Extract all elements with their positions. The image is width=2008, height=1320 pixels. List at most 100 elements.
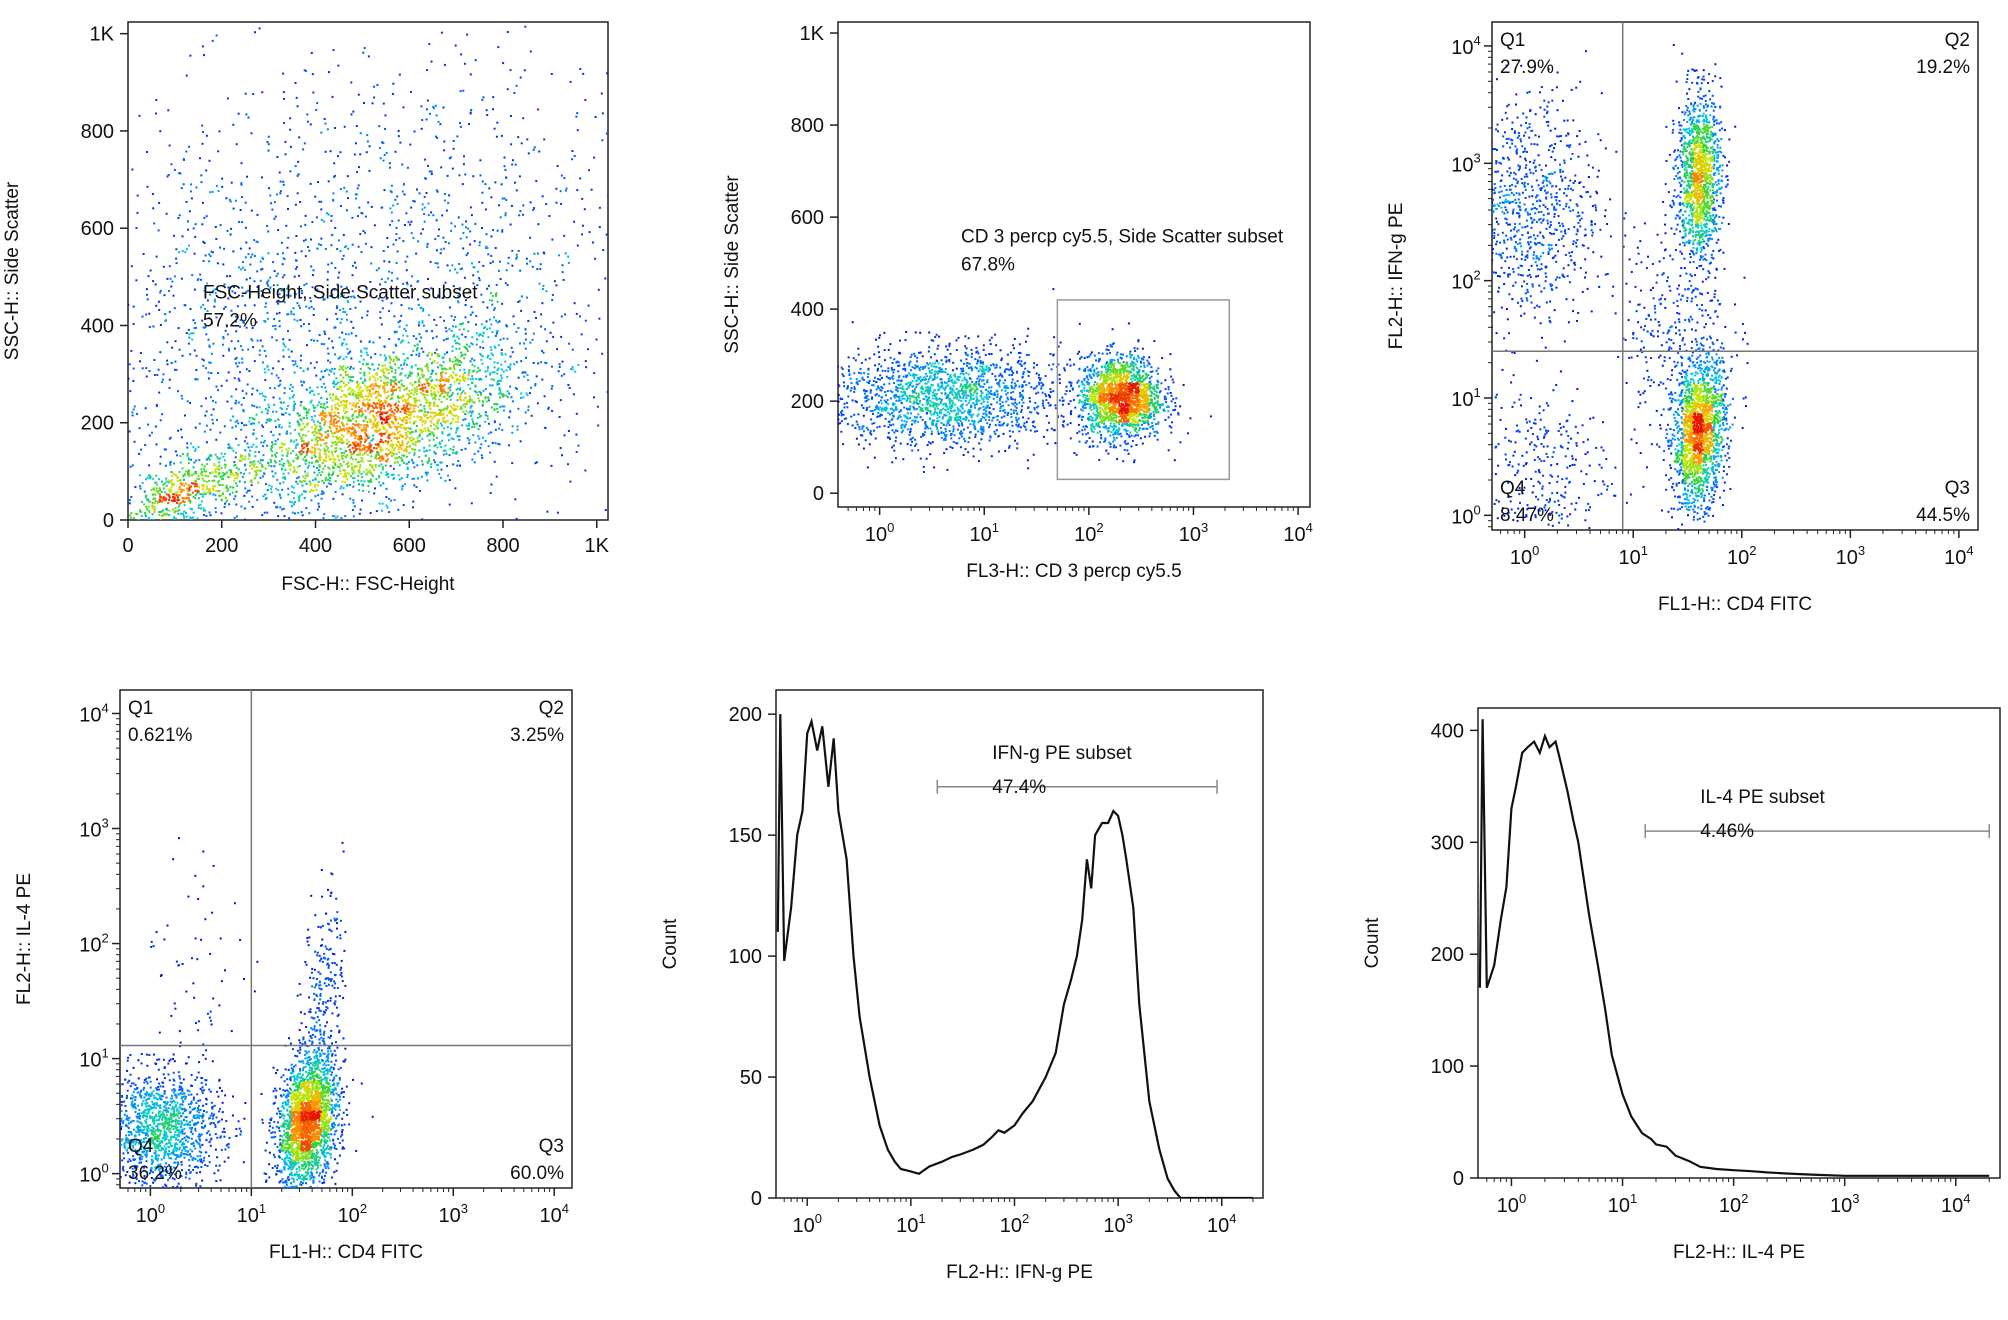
event-dot	[480, 293, 483, 296]
event-dot	[246, 553, 248, 555]
event-dot	[336, 407, 339, 410]
event-dot	[487, 396, 489, 399]
event-dot	[394, 198, 397, 201]
event-dot	[444, 407, 447, 410]
event-dot	[187, 228, 190, 231]
event-dot	[391, 446, 394, 449]
event-dot	[226, 275, 229, 278]
event-dot	[421, 208, 424, 211]
event-dot	[66, 198, 68, 200]
event-dot	[405, 455, 408, 458]
event-dot	[282, 288, 285, 290]
event-dot	[278, 325, 281, 328]
event-dot	[320, 427, 323, 430]
event-dot	[251, 327, 254, 329]
event-dot	[213, 300, 216, 303]
event-dot	[178, 488, 181, 491]
event-dot	[269, 458, 272, 461]
event-dot	[181, 453, 184, 455]
event-dot	[333, 419, 336, 421]
event-dot	[409, 413, 412, 416]
event-dot	[546, 510, 549, 513]
event-dot	[351, 415, 354, 417]
event-dot	[551, 238, 554, 241]
event-dot	[235, 315, 238, 318]
event-dot	[257, 543, 259, 545]
event-dot	[361, 499, 363, 502]
event-dot	[454, 325, 457, 328]
event-dot	[328, 426, 331, 428]
event-dot	[276, 253, 279, 256]
event-dot	[212, 422, 214, 425]
event-dot	[164, 319, 167, 322]
event-dot	[123, 235, 125, 237]
event-dot	[352, 501, 355, 504]
event-dot	[495, 283, 498, 286]
event-dot	[265, 421, 268, 424]
event-dot	[360, 415, 363, 418]
event-dot	[376, 84, 379, 86]
event-dot	[363, 445, 366, 448]
event-dot	[486, 356, 489, 359]
event-dot	[75, 102, 77, 104]
event-dot	[387, 449, 390, 452]
event-dot	[482, 332, 485, 335]
event-dot	[187, 473, 190, 476]
event-dot	[202, 131, 204, 134]
event-dot	[480, 443, 483, 446]
event-dot	[329, 396, 332, 399]
event-dot	[440, 468, 443, 471]
event-dot	[468, 345, 471, 348]
event-dot	[219, 524, 221, 526]
event-dot	[215, 238, 218, 240]
event-dot	[509, 363, 512, 366]
event-dot	[247, 253, 250, 256]
event-dot	[335, 398, 338, 400]
event-dot	[184, 251, 187, 254]
event-dot	[441, 409, 444, 412]
event-dot	[302, 148, 305, 151]
event-dot	[569, 368, 572, 370]
event-dot	[332, 199, 335, 202]
event-dot	[378, 363, 380, 366]
event-dot	[353, 153, 356, 156]
event-dot	[456, 135, 459, 138]
event-dot	[230, 407, 233, 410]
event-dot	[360, 424, 363, 426]
event-dot	[484, 414, 487, 417]
event-dot	[90, 410, 92, 412]
event-dot	[437, 295, 440, 298]
event-dot	[468, 398, 471, 401]
event-dot	[404, 437, 407, 440]
event-dot	[417, 405, 420, 408]
event-dot	[567, 261, 570, 264]
event-dot	[312, 465, 315, 468]
event-dot	[371, 405, 374, 407]
event-dot	[425, 638, 427, 640]
event-dot	[265, 302, 267, 305]
event-dot	[359, 153, 362, 156]
event-dot	[297, 476, 300, 479]
event-dot	[433, 391, 436, 394]
event-dot	[539, 263, 542, 266]
event-dot	[332, 346, 335, 349]
event-dot	[478, 241, 481, 244]
event-dot	[475, 371, 478, 374]
event-dot	[436, 361, 439, 364]
event-dot	[472, 401, 475, 404]
event-dot	[203, 289, 206, 292]
event-dot	[308, 323, 310, 325]
event-dot	[447, 474, 449, 477]
event-dot	[545, 362, 548, 364]
event-dot	[466, 350, 469, 352]
event-dot	[278, 320, 281, 322]
event-dot	[380, 406, 383, 409]
event-dot	[280, 241, 283, 244]
event-dot	[206, 282, 209, 285]
event-dot	[545, 290, 548, 293]
event-dot	[309, 386, 311, 389]
event-dot	[426, 242, 429, 245]
event-dot	[347, 472, 350, 475]
event-dot	[223, 452, 226, 455]
event-dot	[391, 451, 394, 454]
